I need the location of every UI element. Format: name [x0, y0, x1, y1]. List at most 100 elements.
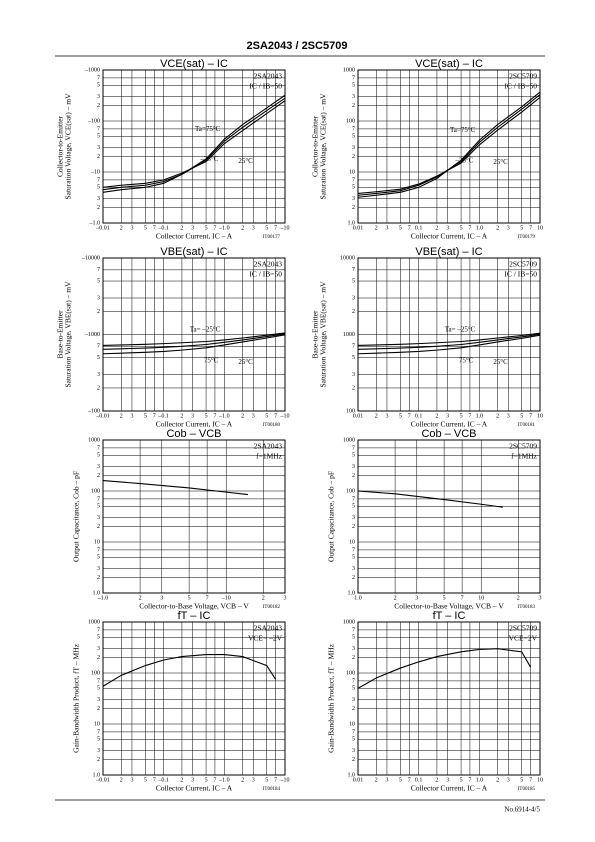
y-tick-label: 2 [97, 473, 100, 479]
y-tick-label: 1000 [343, 67, 355, 73]
y-tick-label: 5 [97, 737, 100, 743]
x-tick-label: 3 [385, 225, 388, 231]
plot-frame [102, 621, 286, 776]
curve [102, 480, 248, 496]
y-tick-label: 3 [97, 295, 100, 301]
chart-code: IT00181 [518, 423, 536, 428]
x-tick-label: 2 [496, 777, 499, 783]
x-tick-label: 1.0 [476, 225, 484, 231]
x-tick-label: 2 [241, 413, 244, 419]
y-tick-label: 2 [97, 575, 100, 581]
y-axis-label: Saturation Voltage, VBE(sat) – mV [64, 281, 73, 388]
x-tick-label: 1.0 [476, 777, 484, 783]
y-tick-label: 2 [97, 655, 100, 661]
y-tick-label: 3 [97, 464, 100, 470]
curve [102, 332, 286, 346]
x-tick-label: 5 [265, 777, 268, 783]
curve-label: Ta= –25°C [445, 326, 476, 334]
x-tick-label: 7 [206, 595, 209, 601]
y-tick-label: 7 [352, 126, 355, 132]
y-tick-label: 2 [352, 154, 355, 160]
y-tick-label: 100 [346, 488, 355, 494]
y-tick-label: 3 [352, 697, 355, 703]
x-tick-label: 3 [130, 413, 133, 419]
x-tick-label: 3 [252, 413, 255, 419]
y-tick-label: –1000 [84, 67, 100, 73]
y-tick-label: 1000 [343, 619, 355, 625]
x-tick-label: 5 [460, 225, 463, 231]
x-tick-label: –0.1 [157, 413, 169, 419]
y-tick-label: 7 [97, 344, 100, 350]
annotation: 2SC5709 [509, 260, 537, 269]
annotation: IC / IB=50 [249, 82, 282, 91]
y-tick-label: 2 [97, 103, 100, 109]
y-tick-label: 1000 [88, 437, 100, 443]
x-tick-label: 2 [375, 413, 378, 419]
chart-title: VCE(sat) – IC [160, 58, 228, 70]
x-tick-label: 7 [213, 777, 216, 783]
x-tick-label: 2 [435, 413, 438, 419]
x-tick-label: 3 [446, 413, 449, 419]
x-axis-label: Collector Current, IC – A [411, 784, 488, 793]
x-tick-label: 5 [460, 777, 463, 783]
y-tick-label: 3 [352, 464, 355, 470]
y-tick-label: 2 [352, 706, 355, 712]
x-tick-label: 3 [385, 777, 388, 783]
y-tick-label: 3 [352, 515, 355, 521]
x-tick-label: 1.0 [354, 595, 362, 601]
x-axis-label: Collector Current, IC – A [156, 420, 233, 429]
curve [102, 333, 286, 350]
y-axis-label: Base-to-Emitter [311, 310, 320, 358]
x-tick-label: –1.0 [218, 225, 230, 231]
x-tick-label: 7 [461, 595, 464, 601]
y-tick-label: 2 [352, 205, 355, 211]
x-tick-label: 3 [507, 777, 510, 783]
x-tick-label: 3 [160, 595, 163, 601]
page-title: 2SA2043 / 2SC5709 [247, 40, 348, 52]
x-tick-label: 3 [446, 225, 449, 231]
y-tick-label: 10000 [340, 255, 355, 261]
page-number: No.6914-4/5 [504, 806, 540, 814]
curve-label: Ta= –25°C [190, 326, 221, 334]
curve [357, 96, 541, 194]
x-tick-label: –0.1 [157, 225, 169, 231]
curve-label: –25°C [199, 155, 218, 163]
chart-code: IT00182 [263, 605, 281, 610]
y-tick-label: 2 [352, 575, 355, 581]
x-tick-label: 2 [120, 413, 123, 419]
y-tick-label: 7 [97, 267, 100, 273]
x-tick-label: 7 [468, 413, 471, 419]
annotation: VCE=2V [509, 634, 538, 643]
y-tick-label: 2 [97, 524, 100, 530]
x-tick-label: 3 [252, 225, 255, 231]
x-tick-label: –10 [280, 225, 290, 231]
curve [102, 100, 286, 188]
x-tick-label: 3 [191, 413, 194, 419]
curve [357, 332, 541, 346]
y-tick-label: 2 [97, 757, 100, 763]
y-tick-label: –1000 [84, 332, 100, 338]
y-tick-label: 2 [352, 655, 355, 661]
y-tick-label: 3 [97, 145, 100, 151]
y-tick-label: 7 [352, 75, 355, 81]
x-tick-label: 5 [265, 225, 268, 231]
x-tick-label: 2 [180, 777, 183, 783]
chart-title: Cob – VCB [166, 428, 221, 440]
x-tick-label: 10 [478, 595, 484, 601]
annotation: 2SA2043 [254, 260, 283, 269]
x-tick-label: 5 [443, 595, 446, 601]
curve [102, 334, 286, 355]
y-tick-label: 3 [97, 566, 100, 572]
x-tick-label: 0.1 [415, 777, 423, 783]
y-tick-label: 10 [349, 539, 355, 545]
y-tick-label: 2 [352, 757, 355, 763]
y-tick-label: 7 [352, 547, 355, 553]
y-tick-label: 10 [349, 169, 355, 175]
y-tick-label: 5 [352, 134, 355, 140]
chart-code: IT00180 [263, 423, 281, 428]
y-tick-label: 3 [352, 748, 355, 754]
x-tick-label: 7 [274, 225, 277, 231]
y-tick-label: 2 [97, 205, 100, 211]
y-tick-label: 100 [346, 408, 355, 414]
y-axis-label: Gain-Bandwidth Product, fT – MHz [327, 643, 336, 752]
